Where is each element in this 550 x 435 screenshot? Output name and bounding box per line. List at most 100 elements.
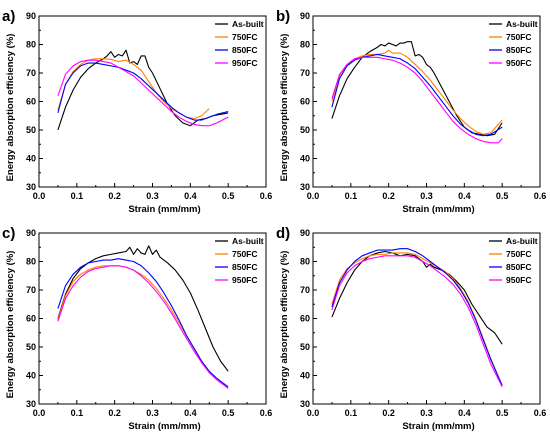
chart-panel-4: 0.0 0.1 0.2 0.3 0.4 0.5 0.6 30 40 50 60 70 80 90 Strai… — [276, 225, 546, 432]
legend-label: As-built — [232, 236, 264, 246]
legend-label: 750FC — [506, 249, 532, 259]
y-axis-label: Energy absorption efficiency (%) — [279, 251, 290, 399]
x-tick-label: 0.6 — [534, 408, 547, 418]
y-tick-label: 40 — [26, 154, 36, 164]
x-tick-label: 0.3 — [146, 191, 159, 201]
x-tick-label: 0.2 — [382, 408, 395, 418]
series-line-3 — [57, 62, 229, 121]
y-tick-label: 60 — [26, 97, 36, 107]
series-line-2 — [57, 265, 229, 389]
x-tick-label: 0.0 — [307, 408, 320, 418]
y-tick-label: 90 — [26, 11, 36, 21]
legend-label: As-built — [506, 236, 538, 246]
y-tick-label: 90 — [300, 11, 310, 21]
legend-label: As-built — [506, 19, 538, 29]
y-tick-label: 50 — [300, 125, 310, 135]
legend-label: 850FC — [232, 262, 258, 272]
x-tick-label: 0.3 — [420, 191, 433, 201]
x-axis-label: Strain (mm/mm) — [128, 421, 200, 432]
series-line-4 — [331, 255, 503, 388]
y-tick-label: 30 — [300, 182, 310, 192]
y-tick-label: 60 — [26, 314, 36, 324]
x-axis-label: Strain (mm/mm) — [402, 204, 474, 215]
y-tick-label: 80 — [26, 257, 36, 267]
y-tick-label: 80 — [300, 40, 310, 50]
x-tick-label: 0.4 — [458, 191, 471, 201]
chart-panel-3: 0.0 0.1 0.2 0.3 0.4 0.5 0.6 30 40 50 60 70 80 90 Strai… — [2, 225, 272, 432]
y-tick-label: 50 — [300, 342, 310, 352]
x-tick-label: 0.2 — [108, 191, 121, 201]
y-axis-label: Energy absorption efficiency (%) — [5, 34, 16, 182]
x-tick-label: 0.5 — [496, 191, 509, 201]
y-tick-label: 70 — [26, 285, 36, 295]
y-tick-label: 90 — [300, 228, 310, 238]
y-tick-label: 30 — [26, 399, 36, 409]
x-tick-label: 0.6 — [260, 408, 273, 418]
x-tick-label: 0.5 — [222, 408, 235, 418]
panel-label: d) — [276, 225, 290, 242]
y-axis-label: Energy absorption efficiency (%) — [279, 34, 290, 182]
series-line-1 — [331, 41, 503, 137]
y-tick-label: 40 — [300, 154, 310, 164]
x-tick-label: 0.3 — [146, 408, 159, 418]
x-tick-label: 0.5 — [222, 191, 235, 201]
x-tick-label: 0.0 — [307, 191, 320, 201]
legend-label: As-built — [232, 19, 264, 29]
legend-label: 950FC — [232, 58, 258, 68]
x-tick-label: 0.0 — [33, 191, 46, 201]
legend-label: 950FC — [232, 275, 258, 285]
series-line-2 — [331, 49, 503, 135]
series-line-4 — [57, 265, 229, 389]
x-tick-label: 0.6 — [260, 191, 273, 201]
legend-label: 750FC — [232, 249, 258, 259]
y-axis-label: Energy absorption efficiency (%) — [5, 251, 16, 399]
x-tick-label: 0.1 — [345, 408, 358, 418]
legend-label: 750FC — [232, 32, 258, 42]
y-tick-label: 70 — [300, 285, 310, 295]
legend-label: 850FC — [232, 45, 258, 55]
x-tick-label: 0.4 — [184, 408, 197, 418]
y-tick-label: 70 — [26, 68, 36, 78]
x-axis-label: Strain (mm/mm) — [128, 204, 200, 215]
x-tick-label: 0.0 — [33, 408, 46, 418]
series-line-4 — [57, 59, 229, 127]
series-line-1 — [331, 250, 503, 345]
legend-label: 850FC — [506, 262, 532, 272]
x-tick-label: 0.6 — [534, 191, 547, 201]
y-tick-label: 50 — [26, 125, 36, 135]
y-tick-label: 30 — [300, 399, 310, 409]
series-line-1 — [57, 49, 229, 131]
y-tick-label: 40 — [300, 371, 310, 381]
x-tick-label: 0.1 — [71, 191, 84, 201]
y-tick-label: 80 — [26, 40, 36, 50]
x-tick-label: 0.1 — [71, 408, 84, 418]
legend-label: 750FC — [506, 32, 532, 42]
y-tick-label: 60 — [300, 97, 310, 107]
panel-label: b) — [276, 8, 290, 25]
series-line-2 — [331, 252, 503, 386]
series-line-3 — [57, 258, 229, 388]
x-tick-label: 0.2 — [108, 408, 121, 418]
legend-label: 950FC — [506, 58, 532, 68]
y-tick-label: 40 — [26, 371, 36, 381]
chart-panel-2: 0.0 0.1 0.2 0.3 0.4 0.5 0.6 30 40 50 60 70 80 90 Strai… — [276, 8, 546, 215]
series-line-3 — [331, 248, 503, 386]
x-tick-label: 0.4 — [184, 191, 197, 201]
legend-label: 850FC — [506, 45, 532, 55]
panel-label: a) — [2, 8, 15, 25]
chart-panel-1: 0.0 0.1 0.2 0.3 0.4 0.5 0.6 30 40 50 60 70 80 90 Strai… — [2, 8, 272, 215]
series-line-4 — [331, 56, 503, 144]
x-tick-label: 0.1 — [345, 191, 358, 201]
x-tick-label: 0.3 — [420, 408, 433, 418]
series-line-2 — [57, 58, 210, 120]
series-line-1 — [57, 245, 229, 372]
x-axis-label: Strain (mm/mm) — [402, 421, 474, 432]
y-tick-label: 80 — [300, 257, 310, 267]
x-tick-label: 0.2 — [382, 191, 395, 201]
x-tick-label: 0.5 — [496, 408, 509, 418]
panel-label: c) — [2, 225, 15, 242]
x-tick-label: 0.4 — [458, 408, 471, 418]
y-tick-label: 90 — [26, 228, 36, 238]
y-tick-label: 50 — [26, 342, 36, 352]
